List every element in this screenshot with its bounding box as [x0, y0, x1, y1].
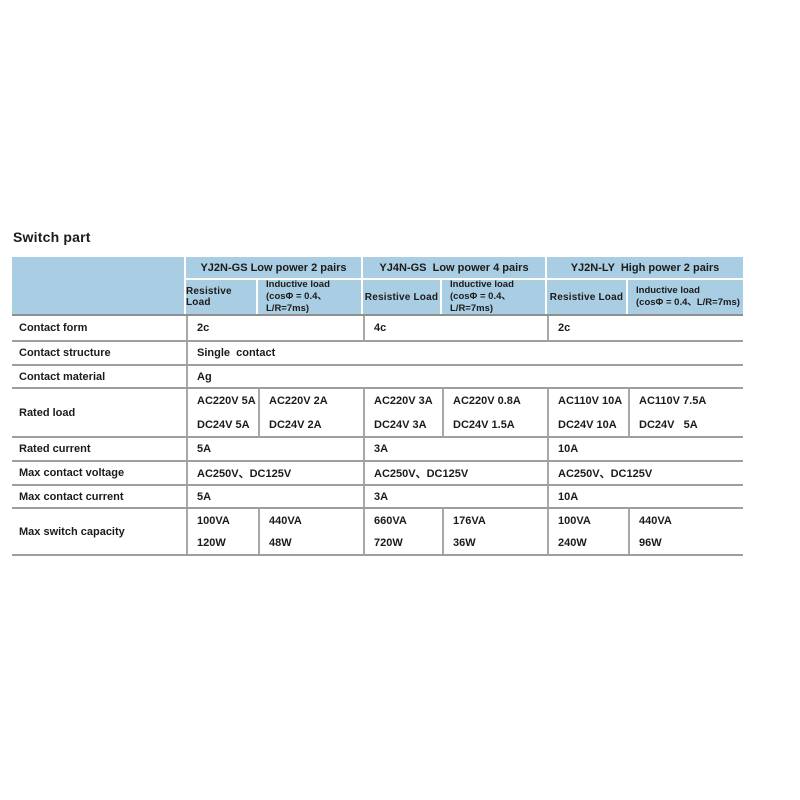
value-line: 240W — [558, 536, 587, 549]
page-title: Switch part — [13, 229, 91, 245]
table-row-rated-load: Rated load AC220V 5A DC24V 5A AC220V 2A … — [12, 389, 743, 438]
rated-load-g3-resistive: AC110V 10A DC24V 10A — [547, 389, 628, 436]
value-line: 120W — [197, 536, 226, 549]
max-contact-voltage-yj2n-gs: AC250V、DC125V — [186, 462, 363, 484]
value-line: DC24V 2A — [269, 418, 322, 431]
inductive-load-line1: Inductive load — [266, 279, 330, 290]
header-resistive-load-g3: Resistive Load — [547, 280, 628, 314]
value-line: AC220V 3A — [374, 394, 433, 407]
value-line: 440VA — [269, 514, 302, 527]
inductive-load-line1: Inductive load — [450, 279, 514, 290]
header-resistive-load-g2: Resistive Load — [363, 280, 442, 314]
value-line: AC220V 5A — [197, 394, 256, 407]
max-switch-capacity-g3-inductive: 440VA 96W — [628, 509, 743, 554]
value-line: DC24V 3A — [374, 418, 427, 431]
row-label: Max contact voltage — [19, 467, 125, 479]
rated-load-g3-inductive: AC110V 7.5A DC24V 5A — [628, 389, 743, 436]
value-line: 96W — [639, 536, 662, 549]
value-line: AC220V 0.8A — [453, 394, 521, 407]
header-model-yj2n-gs: YJ2N-GS Low power 2 pairs — [186, 257, 363, 280]
value-line: 176VA — [453, 514, 486, 527]
value-line: 100VA — [197, 514, 230, 527]
table-row-contact-material: Contact material Ag — [12, 366, 743, 389]
row-label: Contact structure — [19, 347, 111, 359]
contact-form-yj2n-gs: 2c — [186, 316, 363, 340]
inductive-load-line2: (cosΦ = 0.4、L/R=7ms) — [450, 291, 511, 314]
header-inductive-load-g3: Inductive load (cosΦ = 0.4、L/R=7ms) — [628, 280, 743, 314]
rated-load-g2-resistive: AC220V 3A DC24V 3A — [363, 389, 442, 436]
value-line: DC24V 10A — [558, 418, 617, 431]
rated-load-g2-inductive: AC220V 0.8A DC24V 1.5A — [442, 389, 547, 436]
table-header: YJ2N-GS Low power 2 pairs YJ4N-GS Low po… — [12, 257, 743, 316]
header-inductive-load-g2: Inductive load (cosΦ = 0.4、L/R=7ms) — [442, 279, 547, 314]
value-line: AC220V 2A — [269, 394, 328, 407]
contact-structure-value: Single contact — [186, 342, 743, 364]
rated-load-g1-inductive: AC220V 2A DC24V 2A — [258, 389, 363, 436]
table-row-contact-form: Contact form 2c 4c 2c — [12, 316, 743, 342]
rated-current-yj2n-ly: 10A — [547, 438, 743, 460]
value-line: DC24V 5A — [197, 418, 250, 431]
max-contact-voltage-yj2n-ly: AC250V、DC125V — [547, 462, 743, 484]
value-line: 660VA — [374, 514, 407, 527]
header-model-yj2n-ly: YJ2N-LY High power 2 pairs — [547, 257, 743, 280]
value-line: 100VA — [558, 514, 591, 527]
value-line: AC110V 7.5A — [639, 394, 707, 407]
value-line: AC110V 10A — [558, 394, 623, 407]
max-contact-voltage-yj4n-gs: AC250V、DC125V — [363, 462, 547, 484]
row-label: Rated load — [19, 406, 76, 419]
table-row-rated-current: Rated current 5A 3A 10A — [12, 438, 743, 462]
max-contact-current-yj2n-gs: 5A — [186, 486, 363, 507]
switch-spec-table: YJ2N-GS Low power 2 pairs YJ4N-GS Low po… — [12, 257, 743, 556]
rated-load-g1-resistive: AC220V 5A DC24V 5A — [186, 389, 258, 436]
row-label: Contact material — [19, 370, 106, 383]
value-line: 440VA — [639, 514, 672, 527]
header-corner-cell — [12, 257, 186, 314]
table-row-max-contact-current: Max contact current 5A 3A 10A — [12, 486, 743, 509]
header-inductive-load-g1: Inductive load (cosΦ = 0.4、L/R=7ms) — [258, 279, 363, 314]
contact-form-yj2n-ly: 2c — [547, 316, 743, 340]
max-switch-capacity-g1-inductive: 440VA 48W — [258, 509, 363, 554]
row-label: Max contact current — [19, 490, 124, 503]
inductive-load-line1: Inductive load — [636, 285, 700, 296]
max-contact-current-yj2n-ly: 10A — [547, 486, 743, 507]
max-switch-capacity-g1-resistive: 100VA 120W — [186, 509, 258, 554]
max-switch-capacity-g3-resistive: 100VA 240W — [547, 509, 628, 554]
value-line: DC24V 1.5A — [453, 418, 515, 431]
value-line: 48W — [269, 536, 292, 549]
max-contact-current-yj4n-gs: 3A — [363, 486, 547, 507]
max-switch-capacity-g2-inductive: 176VA 36W — [442, 509, 547, 554]
rated-current-yj4n-gs: 3A — [363, 438, 547, 460]
rated-current-yj2n-gs: 5A — [186, 438, 363, 460]
header-resistive-load-g1: Resistive Load — [186, 280, 258, 314]
value-line: 720W — [374, 536, 403, 549]
value-line: 36W — [453, 536, 476, 549]
row-label: Max switch capacity — [19, 525, 125, 538]
contact-material-value: Ag — [186, 366, 743, 387]
table-row-contact-structure: Contact structure Single contact — [12, 342, 743, 366]
inductive-load-line2: (cosΦ = 0.4、L/R=7ms) — [636, 297, 740, 308]
inductive-load-line2: (cosΦ = 0.4、L/R=7ms) — [266, 291, 327, 314]
row-label: Contact form — [19, 322, 88, 334]
header-model-yj4n-gs: YJ4N-GS Low power 4 pairs — [363, 257, 547, 280]
max-switch-capacity-g2-resistive: 660VA 720W — [363, 509, 442, 554]
contact-form-yj4n-gs: 4c — [363, 316, 547, 340]
row-label: Rated current — [19, 443, 91, 455]
table-row-max-contact-voltage: Max contact voltage AC250V、DC125V AC250V… — [12, 462, 743, 486]
table-row-max-switch-capacity: Max switch capacity 100VA 120W 440VA 48W… — [12, 509, 743, 556]
value-line: DC24V 5A — [639, 418, 698, 431]
